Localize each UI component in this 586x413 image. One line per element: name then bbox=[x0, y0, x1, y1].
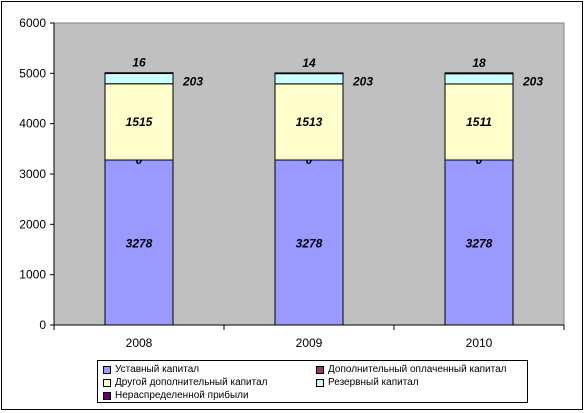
legend-swatch bbox=[103, 378, 111, 387]
data-label: 1515 bbox=[126, 115, 153, 129]
bar-segment bbox=[274, 159, 344, 326]
data-label: 203 bbox=[182, 75, 203, 89]
data-label: 3278 bbox=[126, 237, 153, 251]
legend-label: Уставный капитал bbox=[115, 364, 200, 375]
legend: Уставный капитал Дополнительный оплаченн… bbox=[97, 360, 528, 403]
bar-segment bbox=[104, 83, 174, 161]
y-tick-label: 1000 bbox=[19, 268, 46, 282]
y-tick-label: 5000 bbox=[19, 66, 46, 80]
legend-item: Уставный капитал bbox=[103, 363, 199, 376]
y-tick-label: 0 bbox=[39, 318, 46, 332]
data-label: 1511 bbox=[466, 115, 492, 129]
legend-item: Резервный капитал bbox=[316, 376, 419, 389]
bar-segment bbox=[274, 73, 344, 85]
legend-swatch bbox=[103, 391, 111, 400]
bar-segment bbox=[444, 72, 514, 75]
bar-segment bbox=[274, 83, 344, 161]
legend-label: Дополнительный оплаченный капитал bbox=[328, 364, 507, 375]
data-label: 1513 bbox=[296, 115, 323, 129]
legend-item: Дополнительный оплаченный капитал bbox=[316, 363, 507, 376]
legend-item: Нераспределенной прибыли bbox=[103, 389, 249, 402]
x-tick-label: 2008 bbox=[126, 336, 153, 350]
data-label: 3278 bbox=[466, 237, 493, 251]
data-label: 16 bbox=[132, 56, 146, 70]
legend-label: Другой дополнительный капитал bbox=[115, 377, 268, 388]
y-tick-label: 6000 bbox=[19, 16, 46, 30]
y-tick-label: 4000 bbox=[19, 117, 46, 131]
data-label: 3278 bbox=[296, 237, 323, 251]
bar-segment bbox=[104, 159, 174, 326]
y-tick-label: 2000 bbox=[19, 217, 46, 231]
bar-segment bbox=[274, 72, 344, 75]
legend-swatch bbox=[316, 365, 324, 374]
x-tick-label: 2010 bbox=[466, 336, 493, 350]
legend-item: Другой дополнительный капитал bbox=[103, 376, 268, 389]
legend-swatch bbox=[316, 378, 324, 387]
legend-swatch bbox=[103, 365, 111, 374]
bar-segment bbox=[104, 72, 174, 75]
bar-segment bbox=[104, 73, 174, 85]
data-label: 18 bbox=[472, 56, 486, 70]
bar-segment bbox=[444, 73, 514, 85]
legend-label: Резервный капитал bbox=[328, 377, 419, 388]
bar-segment bbox=[444, 159, 514, 326]
data-label: 14 bbox=[302, 56, 316, 70]
data-label: 203 bbox=[522, 75, 543, 89]
legend-label: Нераспределенной прибыли bbox=[115, 390, 249, 401]
data-label: 203 bbox=[352, 75, 373, 89]
y-tick-label: 3000 bbox=[19, 167, 46, 181]
x-tick-label: 2009 bbox=[296, 336, 323, 350]
bar-segment bbox=[444, 83, 514, 161]
